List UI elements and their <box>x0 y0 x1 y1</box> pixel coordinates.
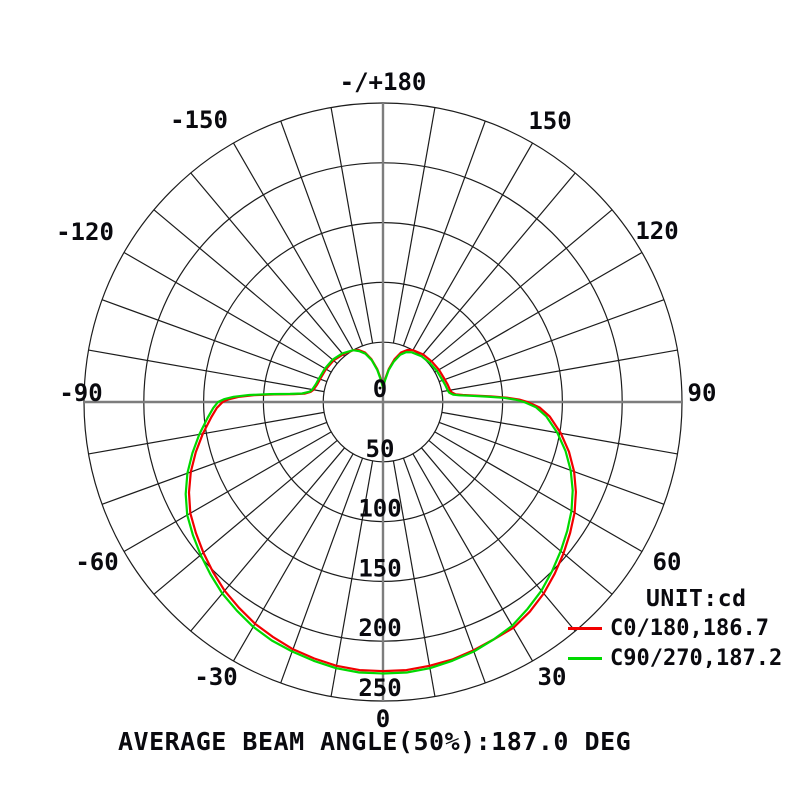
grid-spoke-350 <box>330 460 374 697</box>
grid-spoke-30 <box>412 453 534 662</box>
grid-spoke-190 <box>330 107 374 344</box>
average-beam-angle-caption: AVERAGE BEAM ANGLE(50%):187.0 DEG <box>118 727 632 756</box>
grid-spoke-50 <box>428 439 613 595</box>
grid-spoke-310 <box>153 439 338 595</box>
grid-spoke-290 <box>101 421 328 505</box>
c0-curve-swatch <box>568 626 602 630</box>
grid-spoke-150 <box>412 142 534 351</box>
grid-spoke-280 <box>88 411 325 455</box>
grid-spoke-10 <box>392 460 436 697</box>
legend-item-c0: C0/180,186.7 <box>568 614 800 642</box>
angle-label--120: -120 <box>56 218 114 246</box>
angle-label--60: -60 <box>75 548 118 576</box>
legend-item-c90: C90/270,187.2 <box>568 644 800 672</box>
radial-label-200: 200 <box>358 614 401 642</box>
grid-spoke-330 <box>232 453 354 662</box>
grid-spoke-120 <box>434 251 643 373</box>
grid-spoke-200 <box>280 120 364 347</box>
grid-spoke-100 <box>441 349 678 393</box>
grid-spoke-260 <box>88 349 325 393</box>
angle-label--/+180: -/+180 <box>340 68 427 96</box>
grid-spoke-130 <box>428 209 613 365</box>
grid-spoke-20 <box>402 457 486 684</box>
angle-label--90: -90 <box>59 379 102 407</box>
c90-270-curve <box>184 349 574 675</box>
grid-spoke-210 <box>232 142 354 351</box>
radial-label-150: 150 <box>358 554 401 582</box>
grid-spoke-250 <box>101 299 328 383</box>
grid-spoke-170 <box>392 107 436 344</box>
grid-spoke-160 <box>402 120 486 347</box>
radial-label-100: 100 <box>358 495 401 523</box>
angle-label-60: 60 <box>653 548 682 576</box>
grid-spoke-140 <box>420 172 576 357</box>
radial-label-50: 50 <box>366 435 395 463</box>
angle-label-90: 90 <box>688 379 717 407</box>
angle-label--150: -150 <box>170 106 228 134</box>
grid-spoke-60 <box>434 431 643 553</box>
grid-spoke-300 <box>123 431 332 553</box>
grid-spoke-110 <box>438 299 665 383</box>
legend-item-c90-label: C90/270,187.2 <box>610 645 783 671</box>
grid-spoke-340 <box>280 457 364 684</box>
grid-spoke-320 <box>190 447 346 632</box>
angle-label-0: 0 <box>376 705 390 733</box>
radial-label-0: 0 <box>373 375 387 403</box>
angle-label-150: 150 <box>528 107 571 135</box>
radial-label-250: 250 <box>358 674 401 702</box>
grid-spoke-70 <box>438 421 665 505</box>
legend-item-c0-label: C0/180,186.7 <box>610 615 769 641</box>
c90-curve-swatch <box>568 656 602 660</box>
legend-unit-label: UNIT:cd <box>646 586 747 612</box>
legend: UNIT:cd C0/180,186.7 C90/270,187.2 <box>568 586 800 672</box>
grid-spoke-220 <box>190 172 346 357</box>
angle-label--30: -30 <box>194 663 237 691</box>
grid-spoke-40 <box>420 447 576 632</box>
grid-spoke-240 <box>123 251 332 373</box>
angle-label-30: 30 <box>538 663 567 691</box>
angle-label-120: 120 <box>635 217 678 245</box>
grid-spoke-230 <box>153 209 338 365</box>
